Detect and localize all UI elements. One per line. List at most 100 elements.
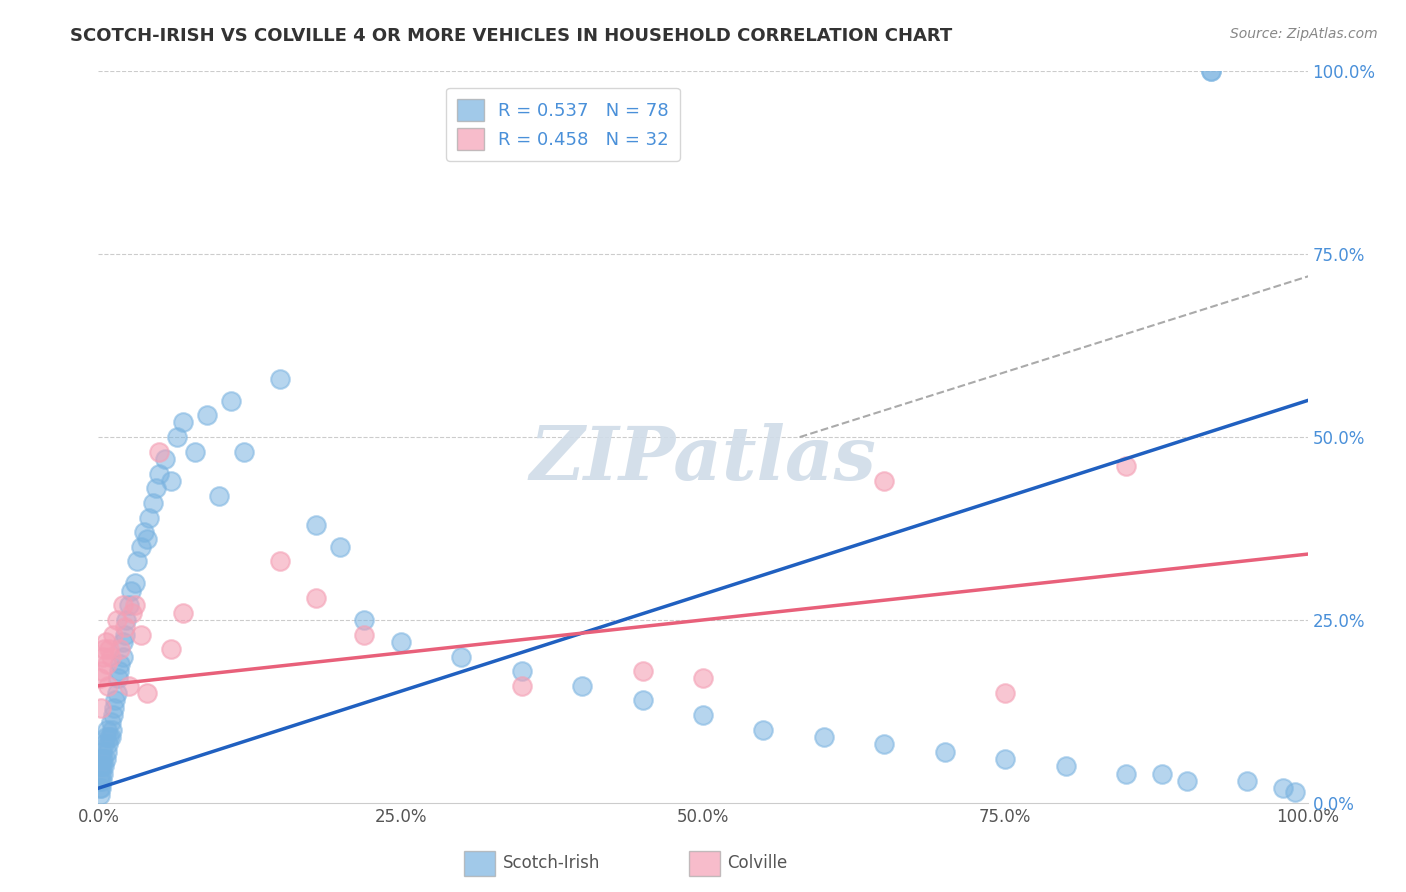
Point — [108, 657, 131, 671]
Point — [1175, 773, 1198, 788]
Point — [142, 496, 165, 510]
Point — [91, 766, 114, 780]
Point — [89, 759, 111, 773]
Point — [692, 708, 714, 723]
Point — [105, 686, 128, 700]
Point — [129, 540, 152, 554]
Point — [1199, 64, 1222, 78]
Point — [353, 613, 375, 627]
Text: Colville: Colville — [727, 854, 787, 871]
Point — [1284, 785, 1306, 799]
Point — [269, 371, 291, 385]
Text: ZIPatlas: ZIPatlas — [530, 423, 876, 495]
Point — [1152, 766, 1174, 780]
Point — [94, 730, 117, 744]
Point — [353, 627, 375, 641]
Text: Scotch-Irish: Scotch-Irish — [503, 854, 600, 871]
Point — [100, 730, 122, 744]
Point — [1054, 759, 1077, 773]
Point — [93, 759, 115, 773]
Point — [752, 723, 775, 737]
Point — [184, 444, 207, 458]
Point — [172, 416, 194, 430]
Text: Source: ZipAtlas.com: Source: ZipAtlas.com — [1230, 27, 1378, 41]
Point — [873, 474, 896, 488]
Point — [994, 752, 1017, 766]
Point — [631, 693, 654, 707]
Point — [90, 700, 112, 714]
Point — [208, 489, 231, 503]
Point — [813, 730, 835, 744]
Point — [97, 679, 120, 693]
Point — [115, 613, 138, 627]
Point — [91, 773, 114, 788]
Point — [111, 635, 134, 649]
Point — [100, 649, 122, 664]
Point — [98, 730, 121, 744]
Point — [91, 649, 114, 664]
Point — [111, 599, 134, 613]
Point — [692, 672, 714, 686]
Point — [124, 599, 146, 613]
Point — [94, 635, 117, 649]
Point — [93, 737, 115, 751]
Point — [134, 525, 156, 540]
Point — [305, 517, 328, 532]
Point — [221, 393, 243, 408]
Point — [91, 664, 114, 678]
Point — [305, 591, 328, 605]
Point — [90, 781, 112, 796]
Point — [934, 745, 956, 759]
Point — [631, 664, 654, 678]
Point — [329, 540, 352, 554]
Point — [160, 474, 183, 488]
Point — [100, 715, 122, 730]
Point — [105, 613, 128, 627]
Point — [96, 657, 118, 671]
Point — [1236, 773, 1258, 788]
Point — [89, 773, 111, 788]
Point — [1115, 766, 1137, 780]
Point — [91, 759, 114, 773]
Point — [91, 745, 114, 759]
Legend: R = 0.537   N = 78, R = 0.458   N = 32: R = 0.537 N = 78, R = 0.458 N = 32 — [446, 87, 681, 161]
Point — [510, 664, 533, 678]
Point — [129, 627, 152, 641]
Point — [571, 679, 593, 693]
Point — [91, 752, 114, 766]
Point — [121, 606, 143, 620]
Point — [127, 554, 149, 568]
Point — [1272, 781, 1295, 796]
Point — [135, 533, 157, 547]
Point — [120, 583, 142, 598]
Point — [138, 510, 160, 524]
Point — [160, 642, 183, 657]
Point — [101, 627, 124, 641]
Point — [111, 649, 134, 664]
Point — [114, 627, 136, 641]
Point — [96, 723, 118, 737]
Point — [89, 781, 111, 796]
Point — [389, 635, 412, 649]
Point — [114, 620, 136, 634]
Point — [118, 599, 141, 613]
Point — [90, 752, 112, 766]
Point — [101, 708, 124, 723]
Point — [135, 686, 157, 700]
Point — [97, 737, 120, 751]
Point — [172, 606, 194, 620]
Point — [166, 430, 188, 444]
Point — [994, 686, 1017, 700]
Point — [232, 444, 254, 458]
Point — [1199, 64, 1222, 78]
Point — [124, 576, 146, 591]
Point — [1115, 459, 1137, 474]
Point — [107, 672, 129, 686]
Point — [100, 723, 122, 737]
Point — [98, 642, 121, 657]
Point — [96, 745, 118, 759]
Point — [93, 642, 115, 657]
Point — [89, 672, 111, 686]
Point — [873, 737, 896, 751]
Point — [269, 554, 291, 568]
